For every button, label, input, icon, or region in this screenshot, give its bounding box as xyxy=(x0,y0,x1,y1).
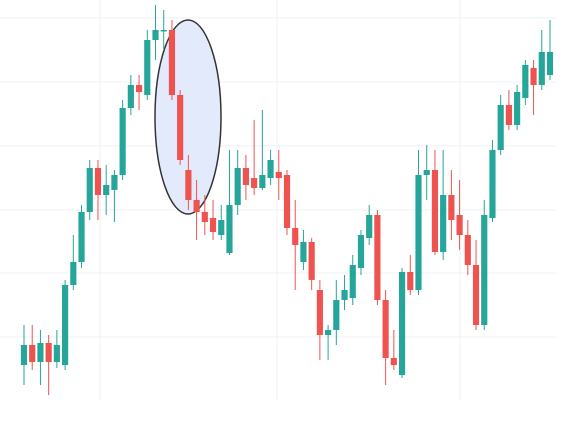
candle-body xyxy=(135,85,143,92)
candle-body xyxy=(374,215,381,300)
candle-body xyxy=(546,52,554,75)
candle-body xyxy=(20,345,28,365)
candle-body xyxy=(489,150,496,218)
candle-body xyxy=(292,228,299,245)
candle-body xyxy=(111,175,118,190)
candle-body xyxy=(152,30,159,40)
candle-body xyxy=(78,212,85,262)
candle-body xyxy=(275,172,282,178)
candle-body xyxy=(226,205,233,253)
grid xyxy=(0,0,556,400)
candle-body xyxy=(168,30,176,95)
candle-body xyxy=(234,168,241,205)
candle-body xyxy=(481,215,488,325)
candle-body xyxy=(267,160,274,178)
candle-body xyxy=(530,68,537,85)
candle-body xyxy=(448,195,455,220)
candle-body xyxy=(316,290,323,335)
candle-body xyxy=(415,175,422,290)
candle-body xyxy=(177,95,184,160)
candle-body xyxy=(201,212,208,222)
candle-body xyxy=(538,52,545,85)
candle-body xyxy=(456,215,463,235)
candle-body xyxy=(522,65,529,98)
candle-body xyxy=(144,40,151,95)
candles xyxy=(20,5,554,395)
candle-body xyxy=(119,108,126,175)
candle-body xyxy=(497,105,504,150)
candle-body xyxy=(218,220,225,235)
candle-body xyxy=(45,343,52,362)
candle-body xyxy=(472,265,480,325)
candle-body xyxy=(382,300,389,358)
candle-body xyxy=(103,185,110,195)
candle-body xyxy=(185,170,192,200)
candle-body xyxy=(308,242,315,280)
candle-body xyxy=(160,30,167,32)
candle-body xyxy=(333,300,340,330)
candle-body xyxy=(242,168,249,185)
candle-body xyxy=(464,235,471,265)
candle-body xyxy=(325,330,332,335)
candle-body xyxy=(86,168,93,212)
candle-body xyxy=(407,272,414,290)
candle-body xyxy=(251,178,258,188)
candle-body xyxy=(62,285,69,365)
candle-body xyxy=(37,343,44,362)
candle-body xyxy=(514,92,521,125)
candle-body xyxy=(193,200,200,212)
candle-body xyxy=(390,358,397,365)
candle-body xyxy=(300,242,307,262)
candle-body xyxy=(283,175,291,228)
candle-body xyxy=(341,290,348,300)
candle-body xyxy=(357,235,365,268)
candle-body xyxy=(349,265,356,298)
candle-body xyxy=(70,262,77,285)
candle-body xyxy=(398,272,406,375)
candle-body xyxy=(440,195,447,252)
candle-body xyxy=(505,105,512,125)
candle-body xyxy=(127,85,134,108)
candle-body xyxy=(53,345,60,362)
candle-body xyxy=(209,218,217,232)
candle-body xyxy=(431,170,439,252)
candle-body xyxy=(29,345,36,362)
candle-body xyxy=(94,168,102,195)
candle-body xyxy=(366,215,373,238)
candle-body xyxy=(259,175,266,188)
candle-body xyxy=(423,170,430,175)
